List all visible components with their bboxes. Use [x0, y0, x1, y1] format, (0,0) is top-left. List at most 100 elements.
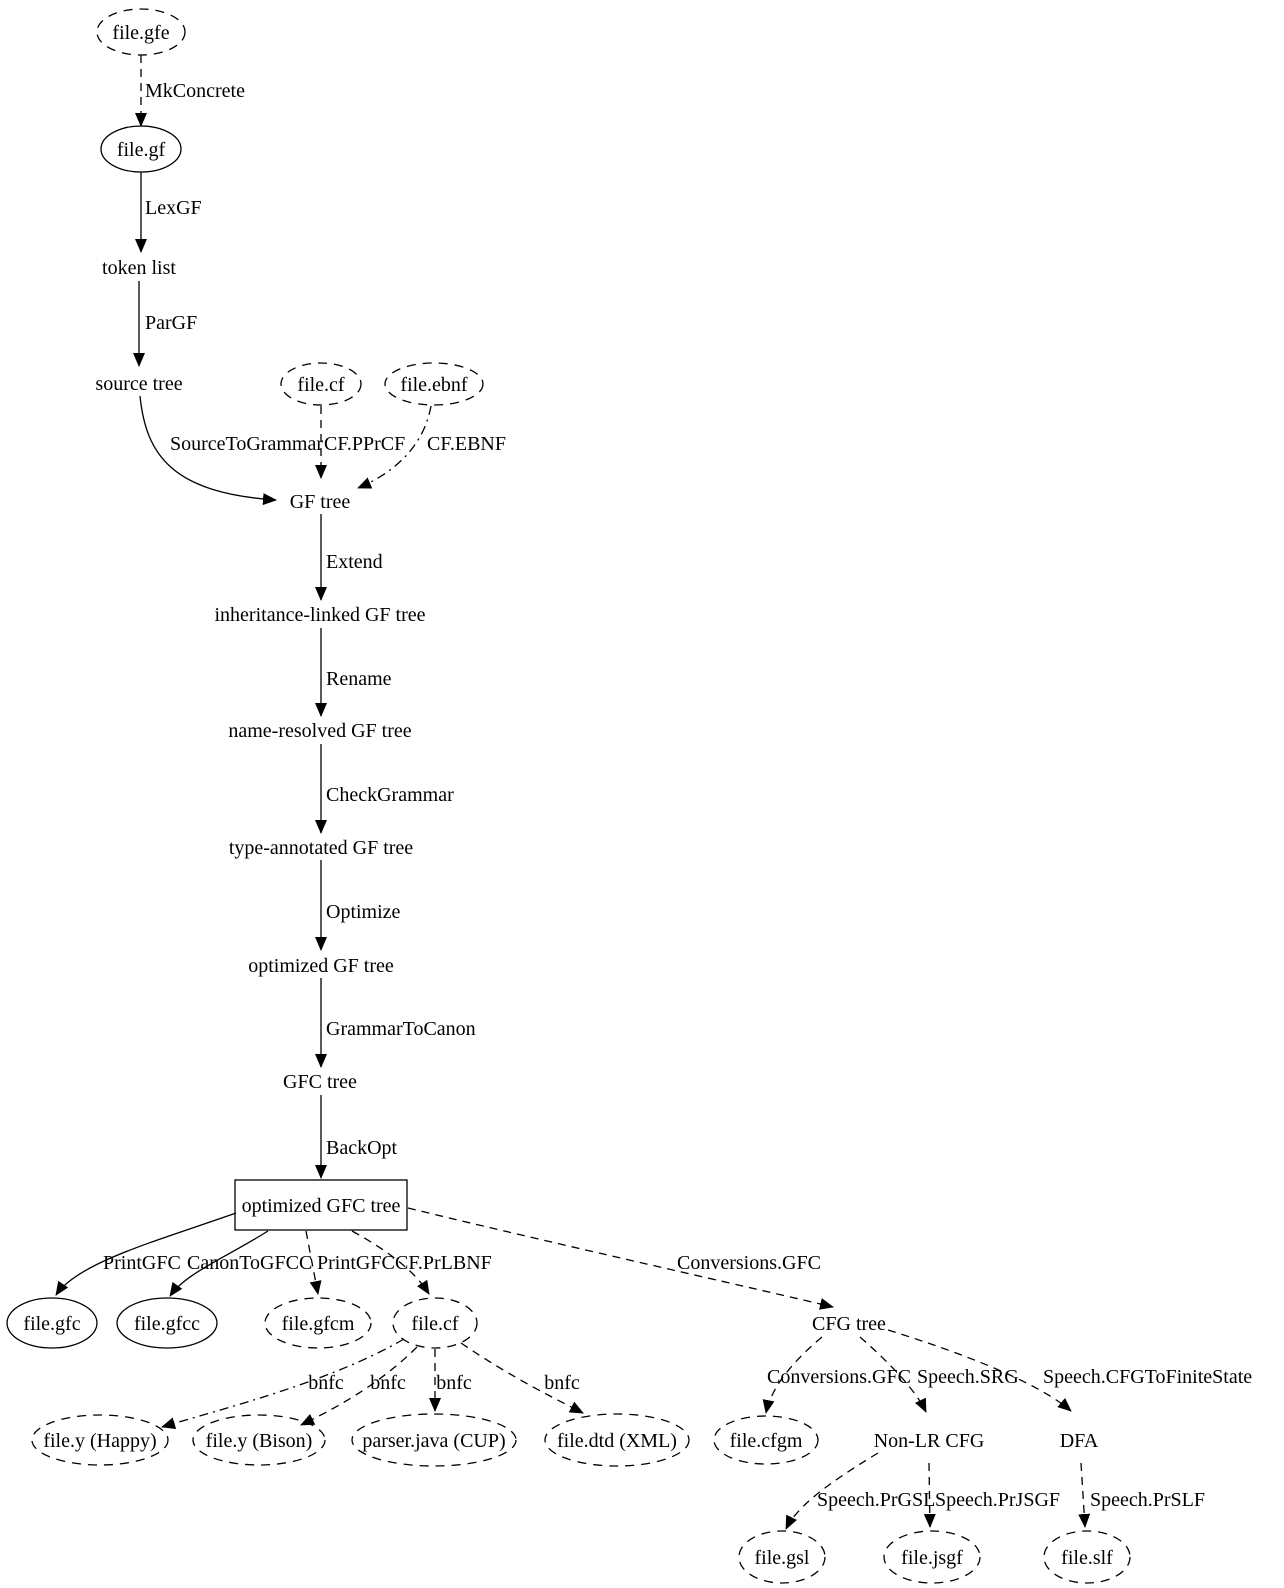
- edge-gfc-tree-to-opt-gfc-box: BackOpt: [315, 1095, 398, 1179]
- node-name-gf-tree: name-resolved GF tree: [228, 720, 411, 742]
- file-cfgm-ellipse: [713, 1415, 819, 1465]
- file-dtd-xml-ellipse: [544, 1413, 690, 1467]
- edge-opt-gfc-box-to-file-gfc: PrintGFC: [55, 1212, 237, 1296]
- edge-label: Speech.PrSLF: [1090, 1489, 1205, 1511]
- edge-line: [887, 1329, 1072, 1412]
- file-gsl-ellipse: [738, 1530, 826, 1584]
- node-label: inheritance-linked GF tree: [214, 604, 425, 626]
- edge-label: CF.PPrCF: [324, 433, 405, 455]
- edge-line: [923, 1462, 936, 1528]
- file-gfcm-ellipse: [264, 1297, 372, 1349]
- node-file-cfgm: file.cfgm: [713, 1415, 819, 1465]
- file-jsgf-ellipse: [883, 1530, 981, 1584]
- edge-file-cf-out-to-file-dtd-xml: bnfc: [460, 1342, 584, 1414]
- edge-line: [169, 1230, 269, 1297]
- edge-label: Rename: [326, 668, 392, 690]
- node-label: name-resolved GF tree: [228, 720, 411, 742]
- node-cfg-tree: CFG tree: [812, 1313, 886, 1335]
- edge-label: CF.EBNF: [427, 433, 506, 455]
- edge-opt-gfc-box-to-file-gfcc: CanonToGFCC: [169, 1230, 312, 1297]
- edge-label: ParGF: [145, 312, 197, 334]
- edge-label: BackOpt: [326, 1137, 398, 1159]
- edge-label: Speech.PrGSL: [817, 1489, 935, 1511]
- nodes-layer: file.gfe file.gf token list source tree file…: [6, 8, 1131, 1584]
- edge-label: CanonToGFCC: [187, 1252, 312, 1274]
- file-gfe-ellipse: [96, 8, 186, 56]
- edge-cfg-tree-to-dfa: Speech.CFGToFiniteState: [887, 1329, 1252, 1412]
- edge-line: [460, 1342, 584, 1414]
- edge-label: Conversions.GFC: [677, 1252, 821, 1274]
- file-ebnf-ellipse: [384, 362, 484, 406]
- node-label: file.gf: [117, 139, 166, 161]
- file-y-happy-ellipse: [31, 1414, 169, 1466]
- edge-line: [55, 1212, 237, 1296]
- edge-opt-gfc-box-to-file-cf-out: CF.PrLBNF: [351, 1230, 492, 1295]
- edge-label: PrintGFC: [317, 1252, 395, 1274]
- edge-file-gfe-to-file-gf: MkConcrete: [135, 55, 245, 127]
- edge-label: GrammarToCanon: [326, 1018, 476, 1040]
- edge-line: [785, 1452, 879, 1530]
- edge-line: [1078, 1462, 1091, 1528]
- edge-label: Speech.PrJSGF: [935, 1489, 1060, 1511]
- edge-file-cf-out-to-file-y-bison: bnfc: [300, 1346, 418, 1426]
- node-label: file.gsl: [755, 1547, 810, 1569]
- opt-gfc-box-rect: [234, 1179, 408, 1231]
- node-file-gfcm: file.gfcm: [264, 1297, 372, 1349]
- edge-cfg-tree-to-non-lr-cfg: Speech.SRG: [859, 1336, 1019, 1413]
- node-type-gf-tree: type-annotated GF tree: [229, 837, 413, 859]
- node-label: GFC tree: [283, 1071, 357, 1093]
- node-gfc-tree: GFC tree: [283, 1071, 357, 1093]
- edge-label: bnfc: [436, 1372, 472, 1394]
- edge-line: [357, 405, 432, 489]
- node-label: optimized GF tree: [248, 955, 394, 977]
- node-label: file.gfcm: [282, 1313, 355, 1335]
- edge-line: [859, 1336, 927, 1413]
- edge-token-list-to-source-tree: ParGF: [133, 281, 197, 367]
- node-source-tree: source tree: [95, 373, 182, 395]
- node-file-gfc: file.gfc: [6, 1297, 98, 1349]
- edge-label: PrintGFC: [103, 1252, 181, 1274]
- node-label: file.ebnf: [400, 374, 468, 396]
- file-gf-ellipse: [100, 125, 182, 173]
- node-label: file.slf: [1061, 1547, 1113, 1569]
- node-file-gsl: file.gsl: [738, 1530, 826, 1584]
- node-file-gfcc: file.gfcc: [116, 1297, 218, 1349]
- edge-label: Speech.CFGToFiniteState: [1043, 1366, 1252, 1388]
- edge-opt-gf-tree-to-gfc-tree: GrammarToCanon: [315, 978, 476, 1068]
- node-label: file.gfe: [112, 22, 169, 44]
- edge-label: CF.PrLBNF: [395, 1252, 492, 1274]
- edge-label: CheckGrammar: [326, 784, 454, 806]
- node-file-y-happy: file.y (Happy): [31, 1414, 169, 1466]
- edge-file-ebnf-to-gf-tree: CF.EBNF: [357, 405, 506, 489]
- node-file-slf: file.slf: [1043, 1530, 1131, 1584]
- edge-line: [305, 1230, 322, 1295]
- edge-file-cf-out-to-parser-java-cup: bnfc: [429, 1349, 472, 1412]
- node-gf-tree: GF tree: [290, 491, 351, 513]
- edge-file-cf-top-to-gf-tree: CF.PPrCF: [315, 406, 405, 479]
- edge-label: bnfc: [544, 1372, 580, 1394]
- node-file-cf-out: file.cf: [392, 1297, 478, 1349]
- node-label: type-annotated GF tree: [229, 837, 413, 859]
- node-label: optimized GFC tree: [242, 1195, 401, 1217]
- edge-label: Extend: [326, 551, 383, 573]
- node-file-cf-top: file.cf: [280, 362, 362, 406]
- node-label: parser.java (CUP): [362, 1430, 505, 1452]
- node-opt-gfc-box: optimized GFC tree: [234, 1179, 408, 1231]
- node-label: DFA: [1060, 1430, 1099, 1452]
- edge-opt-gfc-box-to-file-gfcm: PrintGFC: [305, 1230, 395, 1295]
- node-token-list: token list: [102, 257, 176, 279]
- edge-label: MkConcrete: [145, 80, 245, 102]
- edge-inh-gf-tree-to-name-gf-tree: Rename: [315, 628, 392, 717]
- node-file-dtd-xml: file.dtd (XML): [544, 1413, 690, 1467]
- node-label: file.cfgm: [730, 1430, 803, 1452]
- node-file-gf: file.gf: [100, 125, 182, 173]
- parser-java-cup-ellipse: [351, 1413, 517, 1467]
- edge-label: Conversions.GFC: [767, 1366, 911, 1388]
- edge-dfa-to-file-slf: Speech.PrSLF: [1078, 1462, 1205, 1528]
- edge-file-cf-out-to-file-y-happy: bnfc: [161, 1338, 405, 1429]
- edge-non-lr-cfg-to-file-gsl: Speech.PrGSL: [785, 1452, 935, 1530]
- edge-source-tree-to-gf-tree: SourceToGrammar: [139, 395, 323, 506]
- edge-type-gf-tree-to-opt-gf-tree: Optimize: [315, 860, 401, 951]
- node-label: token list: [102, 257, 176, 279]
